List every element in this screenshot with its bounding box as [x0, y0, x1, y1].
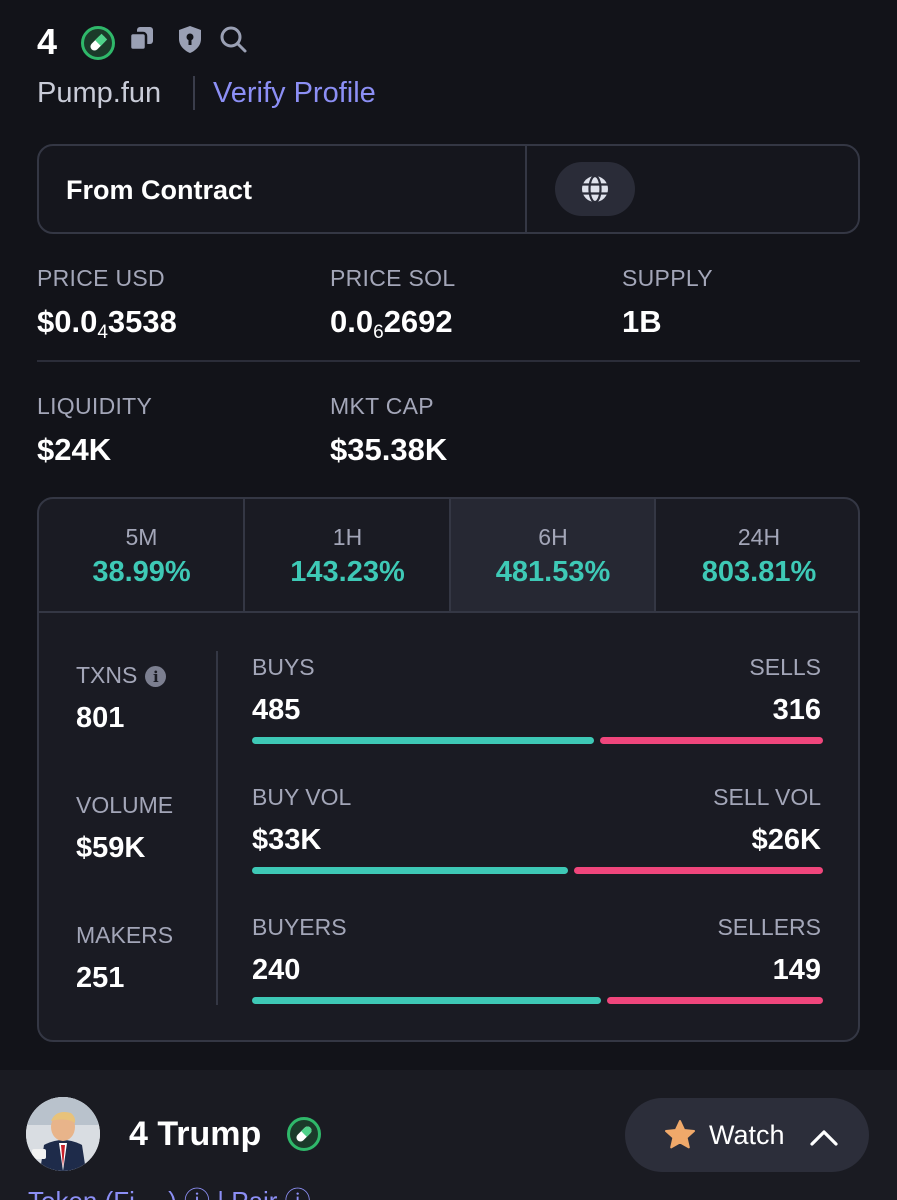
contract-divider	[525, 146, 527, 232]
buyers-bar	[252, 997, 601, 1004]
liquidity-label: LIQUIDITY	[37, 393, 153, 419]
buyers-label: BUYERS	[252, 914, 347, 940]
tab-change: 803.81%	[701, 556, 817, 588]
tab-24h[interactable]: 24H 803.81%	[656, 499, 858, 613]
price-sol-label: PRICE SOL	[330, 265, 456, 291]
sellers-value: 149	[772, 954, 821, 986]
metrics-divider	[216, 651, 218, 1005]
tabs-divider	[39, 611, 858, 613]
tab-divider	[243, 499, 245, 613]
buys-value: 485	[252, 694, 301, 726]
tab-label: 24H	[737, 524, 781, 550]
stats-divider	[37, 360, 860, 362]
header-divider	[193, 76, 195, 110]
price-usd-value: $0.043538	[37, 304, 177, 343]
sells-label: SELLS	[749, 654, 821, 680]
tab-divider	[449, 499, 451, 613]
tab-divider	[654, 499, 656, 613]
shield-icon[interactable]	[175, 24, 205, 54]
bottom-tabs-partial[interactable]: Token (Fi… ) ⓘ | Pair ⓘ	[28, 1186, 311, 1200]
price-sol-value: 0.062692	[330, 304, 453, 343]
price-usd-label: PRICE USD	[37, 265, 165, 291]
supply-value: 1B	[622, 304, 662, 339]
contract-label[interactable]: From Contract	[66, 175, 253, 205]
pill-icon	[287, 1117, 321, 1151]
chevron-up-icon	[810, 1130, 838, 1146]
pill-icon	[81, 26, 115, 60]
contract-box	[37, 144, 860, 234]
globe-icon	[582, 174, 608, 204]
supply-label: SUPPLY	[622, 265, 713, 291]
mkt-cap-label: MKT CAP	[330, 393, 434, 419]
mkt-cap-value: $35.38K	[330, 432, 448, 467]
tab-label: 6H	[538, 524, 568, 550]
token-avatar	[26, 1097, 100, 1171]
website-button[interactable]	[555, 162, 635, 216]
star-icon	[665, 1120, 695, 1149]
tab-change: 38.99%	[92, 556, 191, 588]
buys-bar	[252, 737, 594, 744]
volume-value: $59K	[76, 832, 146, 864]
platform-name: Pump.fun	[37, 77, 162, 109]
liquidity-value: $24K	[37, 432, 112, 467]
makers-label: MAKERS	[76, 922, 174, 948]
txns-label: TXNS i	[76, 661, 167, 689]
tab-label: 1H	[332, 524, 363, 550]
tab-change: 143.23%	[290, 556, 405, 588]
sells-value: 316	[772, 694, 821, 726]
sell-vol-label: SELL VOL	[713, 784, 821, 810]
token-symbol: 4	[37, 21, 58, 62]
buy-vol-bar	[252, 867, 568, 874]
sells-bar	[600, 737, 823, 744]
tab-change: 481.53%	[495, 556, 611, 588]
sell-vol-bar	[574, 867, 823, 874]
sellers-bar	[607, 997, 823, 1004]
buys-label: BUYS	[252, 654, 315, 680]
search-icon[interactable]	[218, 24, 248, 54]
copy-icon[interactable]	[127, 24, 157, 54]
tab-label: 5M	[125, 524, 158, 550]
metrics-panel: 5M 38.99% 1H 143.23% 6H 481.53% 24H 803.…	[37, 497, 860, 1042]
tab-6h[interactable]: 6H 481.53%	[451, 499, 655, 613]
collapse-button[interactable]	[793, 1106, 855, 1168]
sellers-label: SELLERS	[717, 914, 821, 940]
bottom-token-name: 4 Trump	[129, 1115, 262, 1153]
volume-label: VOLUME	[76, 792, 174, 818]
tab-1h[interactable]: 1H 143.23%	[245, 499, 450, 613]
txns-value: 801	[76, 702, 125, 734]
buy-vol-value: $33K	[252, 824, 322, 856]
buy-vol-label: BUY VOL	[252, 784, 352, 810]
tab-5m[interactable]: 5M 38.99%	[39, 499, 244, 613]
sell-vol-value: $26K	[751, 824, 821, 856]
watch-label: Watch	[709, 1120, 785, 1150]
verify-profile-link[interactable]: Verify Profile	[213, 77, 376, 109]
buyers-value: 240	[252, 954, 301, 986]
makers-value: 251	[76, 962, 125, 994]
info-icon[interactable]: i	[145, 666, 167, 688]
